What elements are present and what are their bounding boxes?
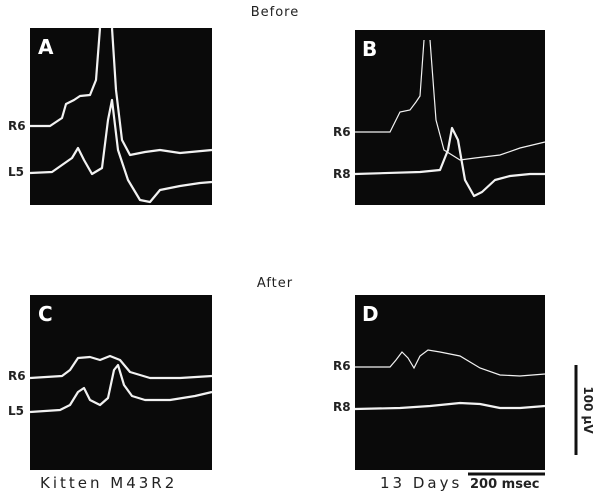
panel-background xyxy=(355,30,545,205)
panel: C xyxy=(30,295,212,470)
panel-letter: B xyxy=(362,37,377,61)
trace-label: R6 xyxy=(333,125,351,139)
panel: D xyxy=(355,295,545,470)
panel-letter: C xyxy=(38,302,53,326)
panel-letter: D xyxy=(362,302,379,326)
trace-label: L5 xyxy=(8,165,24,179)
panel-background xyxy=(30,28,212,205)
trace-label: R6 xyxy=(8,369,26,383)
figure: Before After A R6 L5 B R6 R8 C R6 L5 D R… xyxy=(0,0,596,492)
panel: B xyxy=(355,30,545,205)
scale-label: 100 μV xyxy=(581,386,595,434)
panel-letter: A xyxy=(38,35,54,59)
trace-label: L5 xyxy=(8,404,24,418)
trace-label: R6 xyxy=(8,119,26,133)
heading: Before xyxy=(251,5,300,20)
panel-background xyxy=(355,295,545,470)
trace-label: R6 xyxy=(333,359,351,373)
trace-label: R8 xyxy=(333,400,351,414)
caption: 13 Days xyxy=(380,474,462,492)
scale-label: 200 msec xyxy=(470,477,539,492)
heading: After xyxy=(257,276,293,291)
caption: Kitten M43R2 xyxy=(40,474,177,492)
trace-label: R8 xyxy=(333,167,351,181)
panel: A xyxy=(30,28,212,205)
panel-background xyxy=(30,295,212,470)
